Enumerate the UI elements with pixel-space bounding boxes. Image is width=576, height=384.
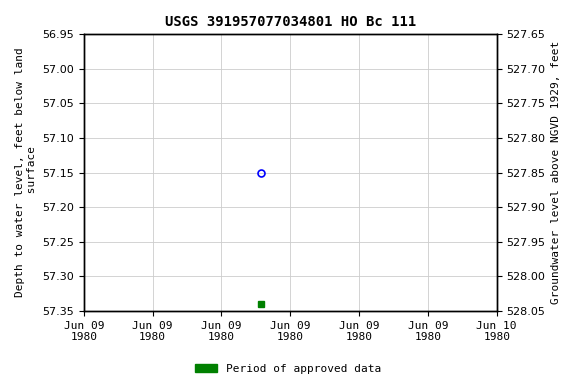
Y-axis label: Groundwater level above NGVD 1929, feet: Groundwater level above NGVD 1929, feet [551,41,561,304]
Legend: Period of approved data: Period of approved data [191,359,385,379]
Y-axis label: Depth to water level, feet below land
 surface: Depth to water level, feet below land su… [15,48,37,298]
Title: USGS 391957077034801 HO Bc 111: USGS 391957077034801 HO Bc 111 [165,15,416,29]
